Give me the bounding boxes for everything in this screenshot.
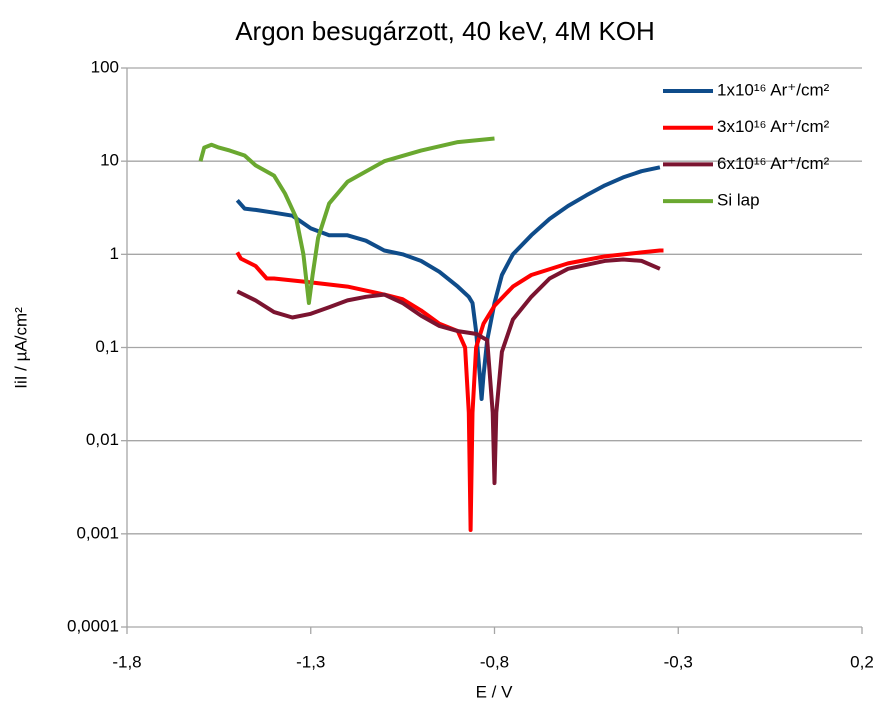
series-line (198, 136, 495, 305)
series-line (236, 257, 661, 486)
legend-label: Si lap (717, 191, 760, 210)
legend-label: 3x10¹⁶ Ar⁺/cm² (717, 117, 830, 136)
legend-label: 1x10¹⁶ Ar⁺/cm² (717, 80, 830, 99)
x-tick-label: -1,8 (112, 652, 141, 671)
y-tick-label: 0,1 (95, 337, 119, 356)
y-tick-label: 0,001 (76, 523, 119, 542)
series-line (235, 248, 664, 532)
x-tick-label: -0,8 (480, 652, 509, 671)
y-axis-label: IiI / µA/cm² (11, 307, 30, 389)
x-tick-label: 0,2 (850, 652, 874, 671)
x-tick-label: -1,3 (296, 652, 325, 671)
x-axis-label: E / V (476, 682, 514, 701)
y-tick-label: 0,0001 (67, 616, 119, 635)
y-tick-label: 10 (100, 151, 119, 170)
y-tick-label: 1 (110, 244, 119, 263)
chart-title: Argon besugárzott, 40 keV, 4M KOH (235, 16, 655, 46)
x-tick-label: -0,3 (664, 652, 693, 671)
legend-label: 6x10¹⁶ Ar⁺/cm² (717, 154, 830, 173)
y-tick-label: 0,01 (86, 430, 119, 449)
series-line (235, 165, 661, 401)
y-tick-label: 100 (91, 57, 119, 76)
